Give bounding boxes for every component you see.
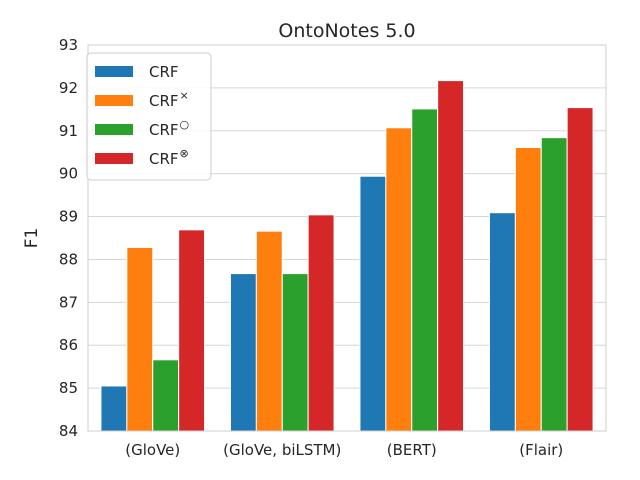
plot-frame [87, 44, 607, 432]
bar-series-0-cat-1 [229, 273, 257, 432]
x-tick-label: (BERT) [387, 441, 437, 459]
legend-swatch-0 [95, 66, 133, 77]
bar-series-3-cat-0 [178, 229, 206, 432]
legend-label-0: CRF [149, 63, 179, 81]
legend-label-text: CRF [149, 121, 179, 139]
bar-series-1-cat-3 [514, 147, 542, 432]
bar-series-0-cat-3 [488, 212, 516, 432]
y-tick-label: 84 [59, 422, 78, 440]
y-tick-label: 93 [59, 36, 78, 54]
y-tick-label: 91 [59, 122, 78, 140]
y-tick-label: 87 [59, 293, 78, 311]
legend-swatch-3 [95, 153, 133, 164]
bar-series-2-cat-0 [152, 359, 180, 432]
y-tick-label: 89 [59, 208, 78, 226]
bar-series-3-cat-3 [566, 107, 594, 432]
legend-label-superscript: ○ [180, 118, 190, 131]
bar-series-0-cat-2 [359, 175, 387, 432]
legend-label-3: CRF⊗ [149, 147, 189, 168]
x-tick-label: (GloVe, biLSTM) [223, 441, 341, 459]
x-tick-label: (GloVe) [125, 441, 180, 459]
bar-series-2-cat-2 [411, 108, 439, 432]
legend-box [86, 52, 212, 181]
plot-border [87, 44, 607, 432]
x-tick-label: (Flair) [519, 441, 563, 459]
legend-label-superscript: ⊗ [180, 147, 189, 160]
legend-label-1: CRF× [149, 89, 189, 110]
bar-series-3-cat-2 [437, 80, 465, 432]
y-tick-label: 88 [59, 250, 78, 268]
y-axis-title: F1 [22, 228, 42, 249]
bar-series-2-cat-3 [540, 137, 568, 432]
bar-series-0-cat-0 [100, 385, 128, 432]
bar-series-1-cat-2 [385, 127, 413, 432]
bar-series-1-cat-1 [255, 230, 283, 432]
bar-series-3-cat-1 [307, 214, 335, 432]
chart-title: OntoNotes 5.0 [278, 20, 415, 42]
y-axis-ticks: 84 85 86 87 88 89 90 91 92 93 [59, 36, 78, 440]
legend-swatch-2 [95, 124, 133, 135]
y-tick-label: 92 [59, 79, 78, 97]
x-axis-ticks: (GloVe) (GloVe, biLSTM) (BERT) (Flair) [125, 441, 563, 459]
bar-series-2-cat-1 [281, 273, 309, 432]
y-tick-label: 90 [59, 165, 78, 183]
legend-swatch-1 [95, 95, 133, 106]
y-tick-label: 86 [59, 336, 78, 354]
legend-label-2: CRF○ [149, 118, 189, 139]
legend-label-text: CRF [149, 63, 179, 81]
bar-series-1-cat-0 [126, 246, 154, 432]
legend-label-text: CRF [149, 150, 179, 168]
y-tick-label: 85 [59, 379, 78, 397]
legend-label-superscript: × [180, 89, 189, 102]
legend-label-text: CRF [149, 92, 179, 110]
